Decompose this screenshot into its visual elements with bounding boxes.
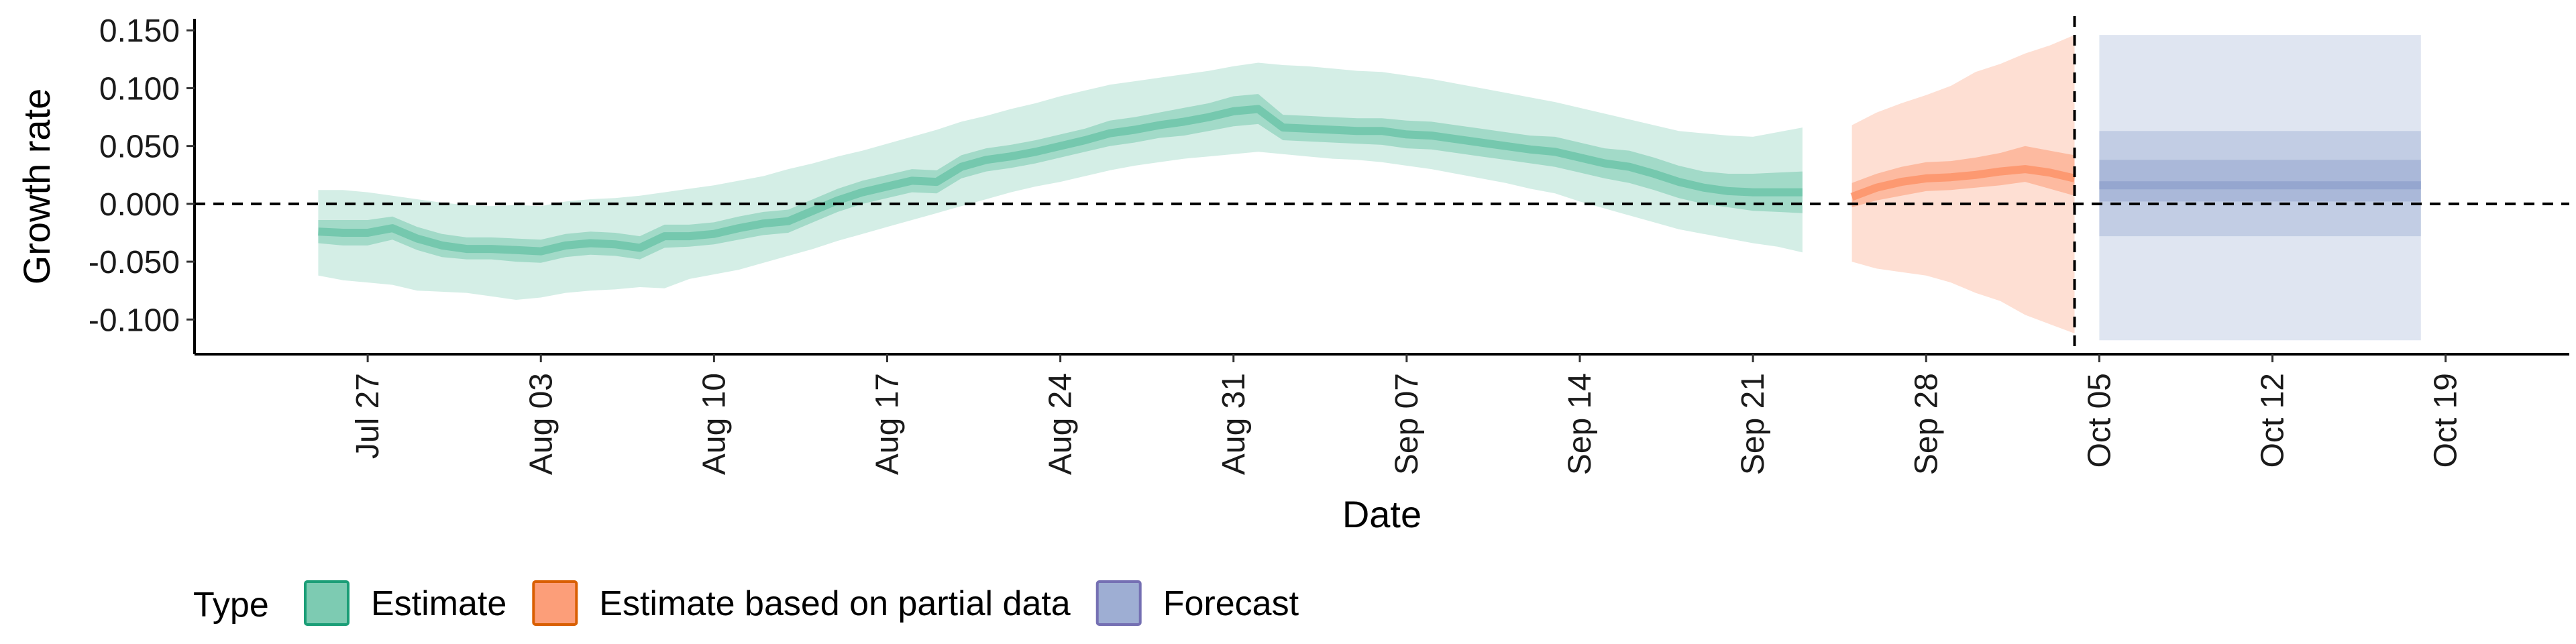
legend: Type Estimate Estimate based on partial d…	[193, 580, 1299, 626]
x-tick-label: Sep 21	[1735, 373, 1771, 475]
x-tick-label: Oct 19	[2428, 373, 2464, 468]
y-tick-label: 0.100	[99, 71, 180, 107]
series-3-inner-band	[2099, 160, 2421, 202]
ribbon-layer	[318, 35, 2421, 341]
x-tick-label: Aug 10	[696, 373, 732, 475]
x-tick-label: Oct 05	[2082, 373, 2117, 468]
legend-swatch-1	[304, 580, 350, 626]
x-axis-title: Date	[1342, 493, 1421, 535]
series-2-median-line	[1850, 165, 2076, 201]
series-2-ribbons	[1850, 35, 2076, 333]
y-tick-label: 0.000	[99, 187, 180, 223]
x-tick-label: Aug 17	[870, 373, 906, 475]
legend-title: Type	[193, 586, 269, 625]
x-tick-label: Sep 28	[1909, 373, 1944, 475]
legend-label-1: Estimate	[371, 584, 506, 623]
axes	[193, 19, 2569, 356]
y-axis-title: Growth rate	[15, 89, 58, 285]
legend-label-2: Estimate based on partial data	[599, 584, 1071, 623]
legend-swatch-3	[1095, 580, 1142, 626]
x-tick-label: Sep 14	[1562, 373, 1598, 475]
series-1-outer-band	[318, 62, 1803, 300]
x-tick-label: Sep 07	[1389, 373, 1425, 475]
legend-label-3: Forecast	[1163, 584, 1299, 623]
series-2-outer-band	[1851, 35, 2075, 333]
y-tick-label: -0.100	[89, 303, 180, 338]
y-tick-label: 0.050	[99, 129, 180, 165]
y-tick-label: -0.050	[89, 245, 180, 280]
x-tick-label: Aug 03	[523, 373, 559, 475]
y-tick-label: 0.150	[99, 13, 180, 49]
reference-lines	[195, 16, 2569, 354]
x-tick-label: Aug 31	[1216, 373, 1252, 475]
legend-swatch-2	[532, 580, 578, 626]
series-1-median-line	[318, 105, 1803, 256]
x-tick-label: Oct 12	[2255, 373, 2291, 468]
series-1-ribbons	[318, 62, 1803, 300]
tick-layer: -0.100 -0.050 0.000 0.050 0.100 0.150 Jul 27 Au…	[89, 13, 2464, 475]
x-tick-label: Jul 27	[350, 373, 386, 459]
series-3-ribbons	[2099, 35, 2421, 341]
x-tick-label: Aug 24	[1043, 373, 1079, 475]
